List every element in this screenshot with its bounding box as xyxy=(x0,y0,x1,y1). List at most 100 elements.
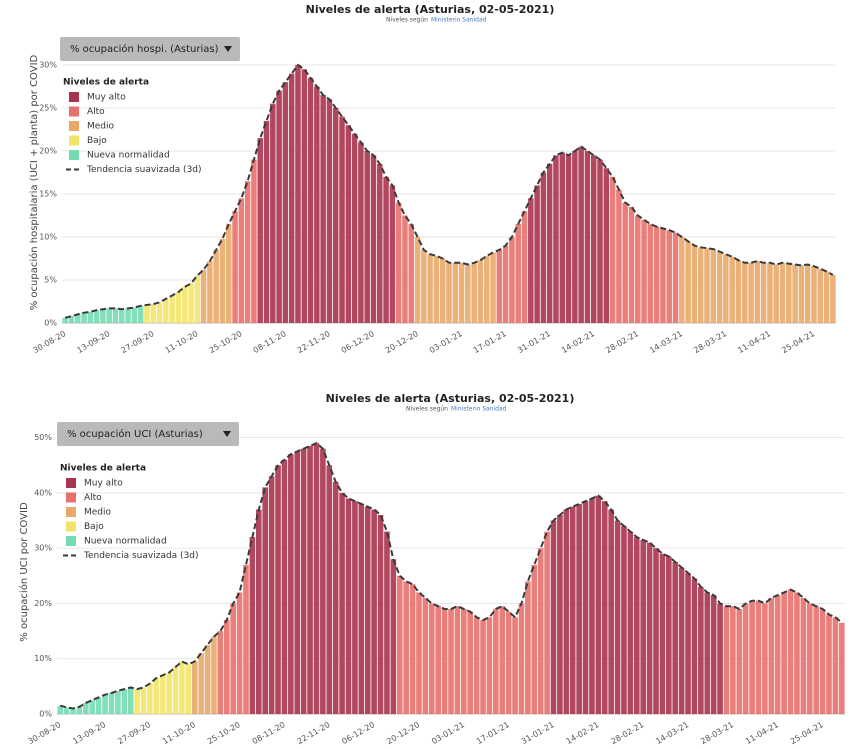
bar xyxy=(490,252,496,323)
dropdown-label[interactable]: % ocupación UCI (Asturias) xyxy=(67,428,203,440)
bar xyxy=(749,600,755,714)
y-tick-label: 5% xyxy=(44,276,57,285)
bar xyxy=(288,454,294,714)
y-axis-label: % ocupación hospitalaria (UCI + planta) … xyxy=(28,54,40,310)
bar xyxy=(70,708,76,714)
legend-label: Nueva normalidad xyxy=(84,537,167,547)
bar xyxy=(569,506,576,714)
legend-label: Tendencia suavizada (3d) xyxy=(86,165,202,175)
bar xyxy=(768,597,775,714)
dropdown-label[interactable]: % ocupación hospi. (Asturias) xyxy=(70,43,219,55)
legend-swatch xyxy=(69,106,79,117)
bar xyxy=(275,465,281,714)
y-tick-label: 20% xyxy=(39,147,57,156)
x-tick-label: 22-11-20 xyxy=(296,720,332,746)
bar xyxy=(389,185,396,323)
bar xyxy=(640,539,646,714)
y-tick-label: 10% xyxy=(34,654,52,663)
bar xyxy=(565,155,572,323)
bar xyxy=(169,295,175,323)
bar xyxy=(268,476,275,714)
bar xyxy=(439,258,446,323)
bar xyxy=(774,595,781,714)
bar xyxy=(140,687,147,714)
subtitle-link[interactable]: Ministerio Sanidad xyxy=(451,406,507,413)
bar xyxy=(691,578,698,714)
legend-swatch xyxy=(69,121,79,131)
bar xyxy=(653,226,660,323)
bar xyxy=(409,584,416,714)
bar xyxy=(762,603,768,714)
x-tick-label: 28-02-21 xyxy=(604,329,640,355)
legend-label: Bajo xyxy=(84,522,104,532)
legend-label: Nueva normalidad xyxy=(87,151,170,161)
bar xyxy=(217,631,224,714)
bar xyxy=(804,264,811,323)
bar xyxy=(544,531,550,714)
bar xyxy=(597,159,603,323)
bar xyxy=(678,567,685,714)
bar xyxy=(396,575,403,714)
bar xyxy=(666,556,672,714)
bar xyxy=(395,202,402,323)
bar xyxy=(546,163,553,323)
bar xyxy=(163,298,169,323)
bar xyxy=(351,133,358,323)
x-tick-label: 20-12-20 xyxy=(384,329,420,355)
bar xyxy=(326,99,333,324)
bar xyxy=(660,228,666,323)
dropdown[interactable] xyxy=(60,37,240,61)
bar xyxy=(830,274,836,323)
x-tick-label: 27-09-20 xyxy=(120,329,156,355)
bar xyxy=(125,308,131,323)
bar xyxy=(345,125,352,323)
bar xyxy=(477,260,484,323)
legend-label: Medio xyxy=(87,122,115,132)
legend-swatch xyxy=(66,521,76,532)
subtitle-link[interactable]: Ministerio Sanidad xyxy=(431,17,487,24)
bar xyxy=(213,249,219,323)
bar xyxy=(454,606,461,714)
bar xyxy=(798,265,805,323)
bar xyxy=(467,611,474,714)
legend-label: Alto xyxy=(87,107,105,117)
bar xyxy=(352,501,358,714)
bar xyxy=(730,606,736,714)
bar xyxy=(377,515,384,714)
dropdown-arrow[interactable] xyxy=(223,431,231,437)
bar xyxy=(200,269,207,323)
x-tick-label: 14-03-21 xyxy=(654,720,690,746)
x-tick-label: 30-08-20 xyxy=(27,720,63,746)
dropdown[interactable] xyxy=(57,422,239,446)
bar xyxy=(134,689,140,714)
y-tick-label: 50% xyxy=(34,433,52,442)
bar xyxy=(448,608,454,714)
x-tick-label: 27-09-20 xyxy=(116,720,152,746)
bar xyxy=(421,249,427,323)
bar xyxy=(616,189,622,323)
bar xyxy=(838,622,845,714)
bar xyxy=(257,138,263,323)
bar xyxy=(428,603,435,714)
bar xyxy=(295,65,301,323)
x-tick-label: 28-02-21 xyxy=(609,720,645,746)
x-tick-label: 13-09-20 xyxy=(71,720,107,746)
bar xyxy=(281,459,288,714)
bar xyxy=(358,503,365,714)
bar xyxy=(685,241,691,323)
bar xyxy=(653,548,659,714)
bar xyxy=(416,592,422,714)
dropdown-arrow[interactable] xyxy=(224,46,232,52)
bar xyxy=(232,211,238,323)
bar xyxy=(172,667,179,714)
bar xyxy=(108,692,115,714)
legend-title: Niveles de alerta xyxy=(60,464,146,474)
bar xyxy=(557,515,563,714)
bar xyxy=(471,262,477,323)
bar xyxy=(621,526,627,714)
x-tick-label: 13-09-20 xyxy=(75,329,111,355)
bar xyxy=(144,304,150,323)
bar xyxy=(256,509,262,714)
bar xyxy=(717,603,723,714)
x-tick-label: 14-03-21 xyxy=(648,329,684,355)
